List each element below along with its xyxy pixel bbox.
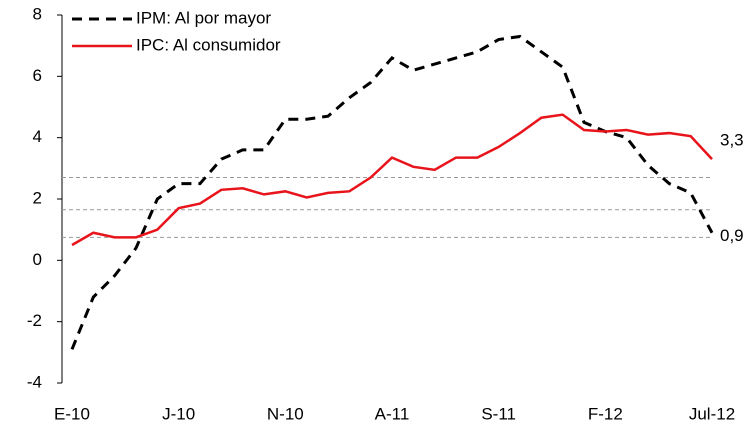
y-tick-label: 6 xyxy=(33,66,42,85)
x-tick-label: E-10 xyxy=(54,404,90,423)
y-tick-label: -4 xyxy=(27,372,42,391)
y-tick-label: 0 xyxy=(33,250,42,269)
legend-label: IPM: Al por mayor xyxy=(136,8,271,27)
x-tick-label: S-11 xyxy=(481,404,516,423)
y-tick-label: 2 xyxy=(33,188,42,207)
end-label: 3,3 xyxy=(720,131,744,150)
x-tick-label: Jul-12 xyxy=(689,404,735,423)
y-tick-label: 4 xyxy=(33,127,42,146)
series-line xyxy=(71,113,713,247)
x-tick-label: F-12 xyxy=(588,404,623,423)
end-label: 0,9 xyxy=(720,226,744,245)
legend-label: IPC: Al consumidor xyxy=(136,35,281,54)
y-tick-label: -2 xyxy=(27,311,42,330)
y-tick-label: 8 xyxy=(33,4,42,23)
x-tick-label: N-10 xyxy=(267,404,304,423)
series-line xyxy=(70,34,714,350)
x-tick-label: J-10 xyxy=(162,404,195,423)
x-tick-label: A-11 xyxy=(375,404,410,423)
